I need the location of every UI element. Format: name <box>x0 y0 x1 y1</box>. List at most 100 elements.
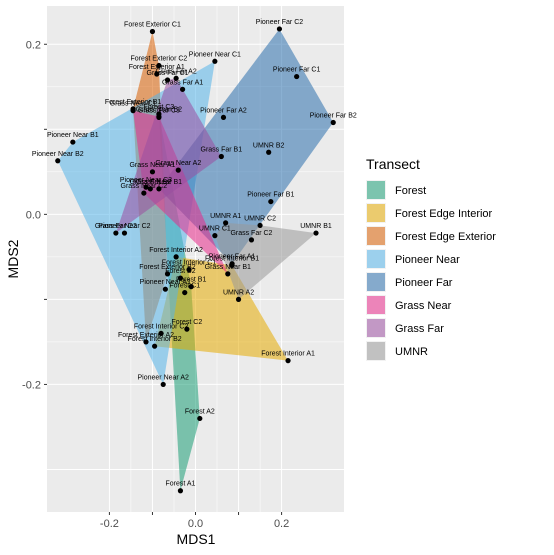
point-label: Forest Exterior C2 <box>131 56 188 63</box>
legend: Transect Forest Forest Edge Interior Fores… <box>366 156 496 361</box>
data-point <box>177 488 184 494</box>
point-label: Grass Far B1 <box>201 147 243 154</box>
legend-item-label: Forest Edge Interior <box>395 208 493 220</box>
data-point <box>188 284 194 290</box>
legend-key-swatch <box>367 227 385 245</box>
point-label: Grass Near A2 <box>155 160 201 167</box>
data-point <box>294 73 300 80</box>
x-axis-ticks: -0.2 0.0 0.2 <box>100 512 289 530</box>
point-label: Pioneer Near B1 <box>47 132 99 139</box>
data-point <box>218 153 224 160</box>
data-point <box>220 114 227 121</box>
data-point <box>158 330 164 337</box>
point-label: Pioneer Near A2 <box>138 374 189 381</box>
data-point <box>186 267 192 273</box>
data-point <box>223 220 229 226</box>
point-label: UMNR C1 <box>199 226 231 233</box>
data-point <box>248 237 255 243</box>
data-point <box>182 289 188 296</box>
point-label: Forest C1 <box>169 283 200 290</box>
point-label: Forest Exterior C1 <box>124 22 181 29</box>
data-point <box>160 381 166 388</box>
data-point <box>141 190 147 196</box>
x-tick-label: 0.2 <box>274 518 289 530</box>
legend-item-label: UMNR <box>395 346 428 358</box>
point-label: Forest Interior A1 <box>261 351 315 358</box>
legend-title: Transect <box>366 156 420 172</box>
point-label: Grass Near B1 <box>205 264 251 271</box>
data-point <box>197 415 203 422</box>
data-point <box>173 75 179 81</box>
point-label: UMNR A1 <box>210 213 241 220</box>
point-label: Pioneer Far A1 <box>209 254 256 261</box>
point-label: Pioneer Near B2 <box>32 151 84 158</box>
legend-item-label: Pioneer Near <box>395 254 460 266</box>
data-point <box>149 28 156 35</box>
data-point <box>212 233 218 239</box>
legend-item-label: Grass Near <box>395 300 452 312</box>
point-label: Forest Interior A2 <box>149 247 203 254</box>
data-point <box>154 71 160 77</box>
data-point <box>162 286 168 292</box>
data-point <box>330 119 336 126</box>
data-point <box>173 254 179 260</box>
data-point <box>70 139 76 145</box>
data-point <box>212 58 218 64</box>
legend-item-label: Grass Far <box>395 323 444 335</box>
point-label: Grass Far A2 <box>156 68 197 75</box>
point-label: Forest A2 <box>185 408 215 415</box>
data-point <box>147 186 153 192</box>
point-label: Forest Interior C2 <box>134 323 189 330</box>
data-point <box>130 108 136 114</box>
legend-key-swatch <box>367 296 385 314</box>
y-tick-label: -0.2 <box>22 379 41 391</box>
point-label: Grass Far C3 <box>138 107 180 114</box>
point-label: Grass Near B1 <box>136 179 182 186</box>
data-point <box>184 326 190 332</box>
y-tick-label: 0.2 <box>26 39 41 51</box>
y-axis-ticks: -0.2 0.0 0.2 <box>22 39 47 391</box>
hull-umnr <box>214 222 316 300</box>
data-point <box>156 62 162 69</box>
point-label: Grass Far B2 <box>129 179 171 186</box>
hull-forest-edge-interior <box>154 256 288 361</box>
legend-key-swatch <box>367 319 385 337</box>
point-label: UMNR B2 <box>253 142 285 149</box>
point-label: UMNR B1 <box>300 223 332 230</box>
point-label: Pioneer Far C1 <box>273 67 321 74</box>
legend-item-label: Forest <box>395 185 426 197</box>
data-point <box>276 26 283 32</box>
point-label: UMNR A2 <box>223 289 254 296</box>
data-point <box>235 296 242 302</box>
data-point <box>313 230 319 236</box>
data-point <box>152 343 158 349</box>
legend-item-label: Pioneer Far <box>395 277 453 289</box>
data-point <box>177 275 184 281</box>
legend-item-label: Forest Edge Exterior <box>395 231 496 243</box>
point-label: Pioneer Near C1 <box>189 51 241 58</box>
legend-key-swatch <box>367 204 385 222</box>
data-point <box>179 86 186 92</box>
data-point <box>156 114 162 121</box>
data-point <box>285 358 291 364</box>
point-label: Forest Exterior A2 <box>118 332 174 339</box>
point-label: Pioneer Near A1 <box>140 279 191 286</box>
hull-pioneer-far <box>158 29 334 264</box>
point-label: Pioneer Far C2 <box>256 19 304 26</box>
point-label: Forest Exterior B2 <box>139 264 196 271</box>
legend-key-swatch <box>367 273 385 291</box>
point-label: Forest Exterior B1 <box>105 99 162 106</box>
data-point <box>143 184 149 190</box>
legend-key-swatch <box>367 181 385 199</box>
point-label: Forest C3 <box>144 104 175 111</box>
point-label: Forest Exterior A1 <box>129 64 185 71</box>
point-label: UMNR C2 <box>244 215 276 222</box>
point-label: Forest Interior B1 <box>205 255 259 262</box>
point-label: Grass Far C1 <box>147 70 189 77</box>
point-label: Grass Near C2 <box>121 183 168 190</box>
point-label: Grass Far A1 <box>162 79 203 86</box>
data-point <box>121 230 128 236</box>
data-point <box>149 169 156 175</box>
